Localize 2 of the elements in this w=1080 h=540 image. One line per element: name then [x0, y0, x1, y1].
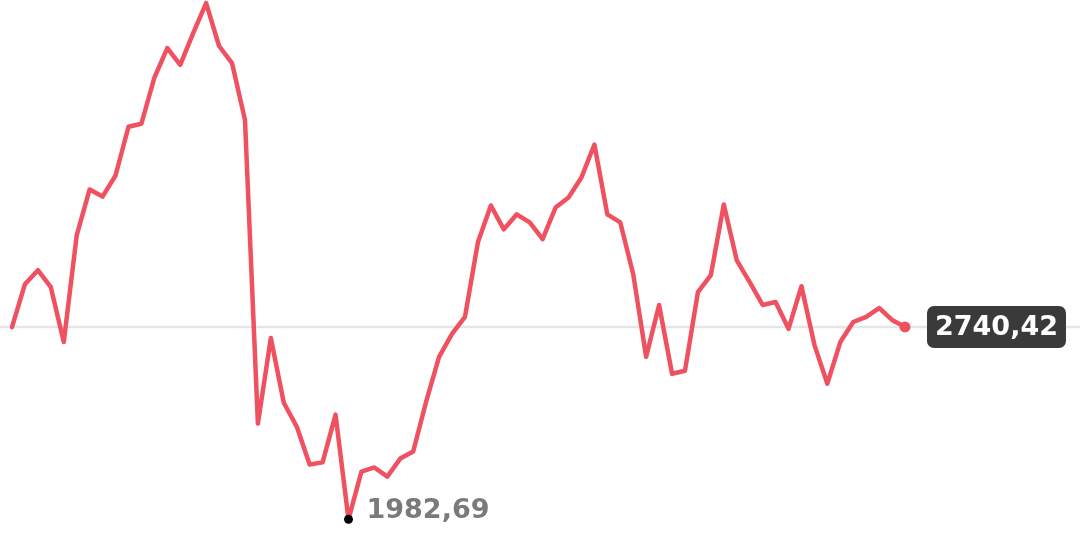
data-label: 1982,69	[366, 493, 490, 525]
data-label: 2740,42	[935, 309, 1058, 341]
